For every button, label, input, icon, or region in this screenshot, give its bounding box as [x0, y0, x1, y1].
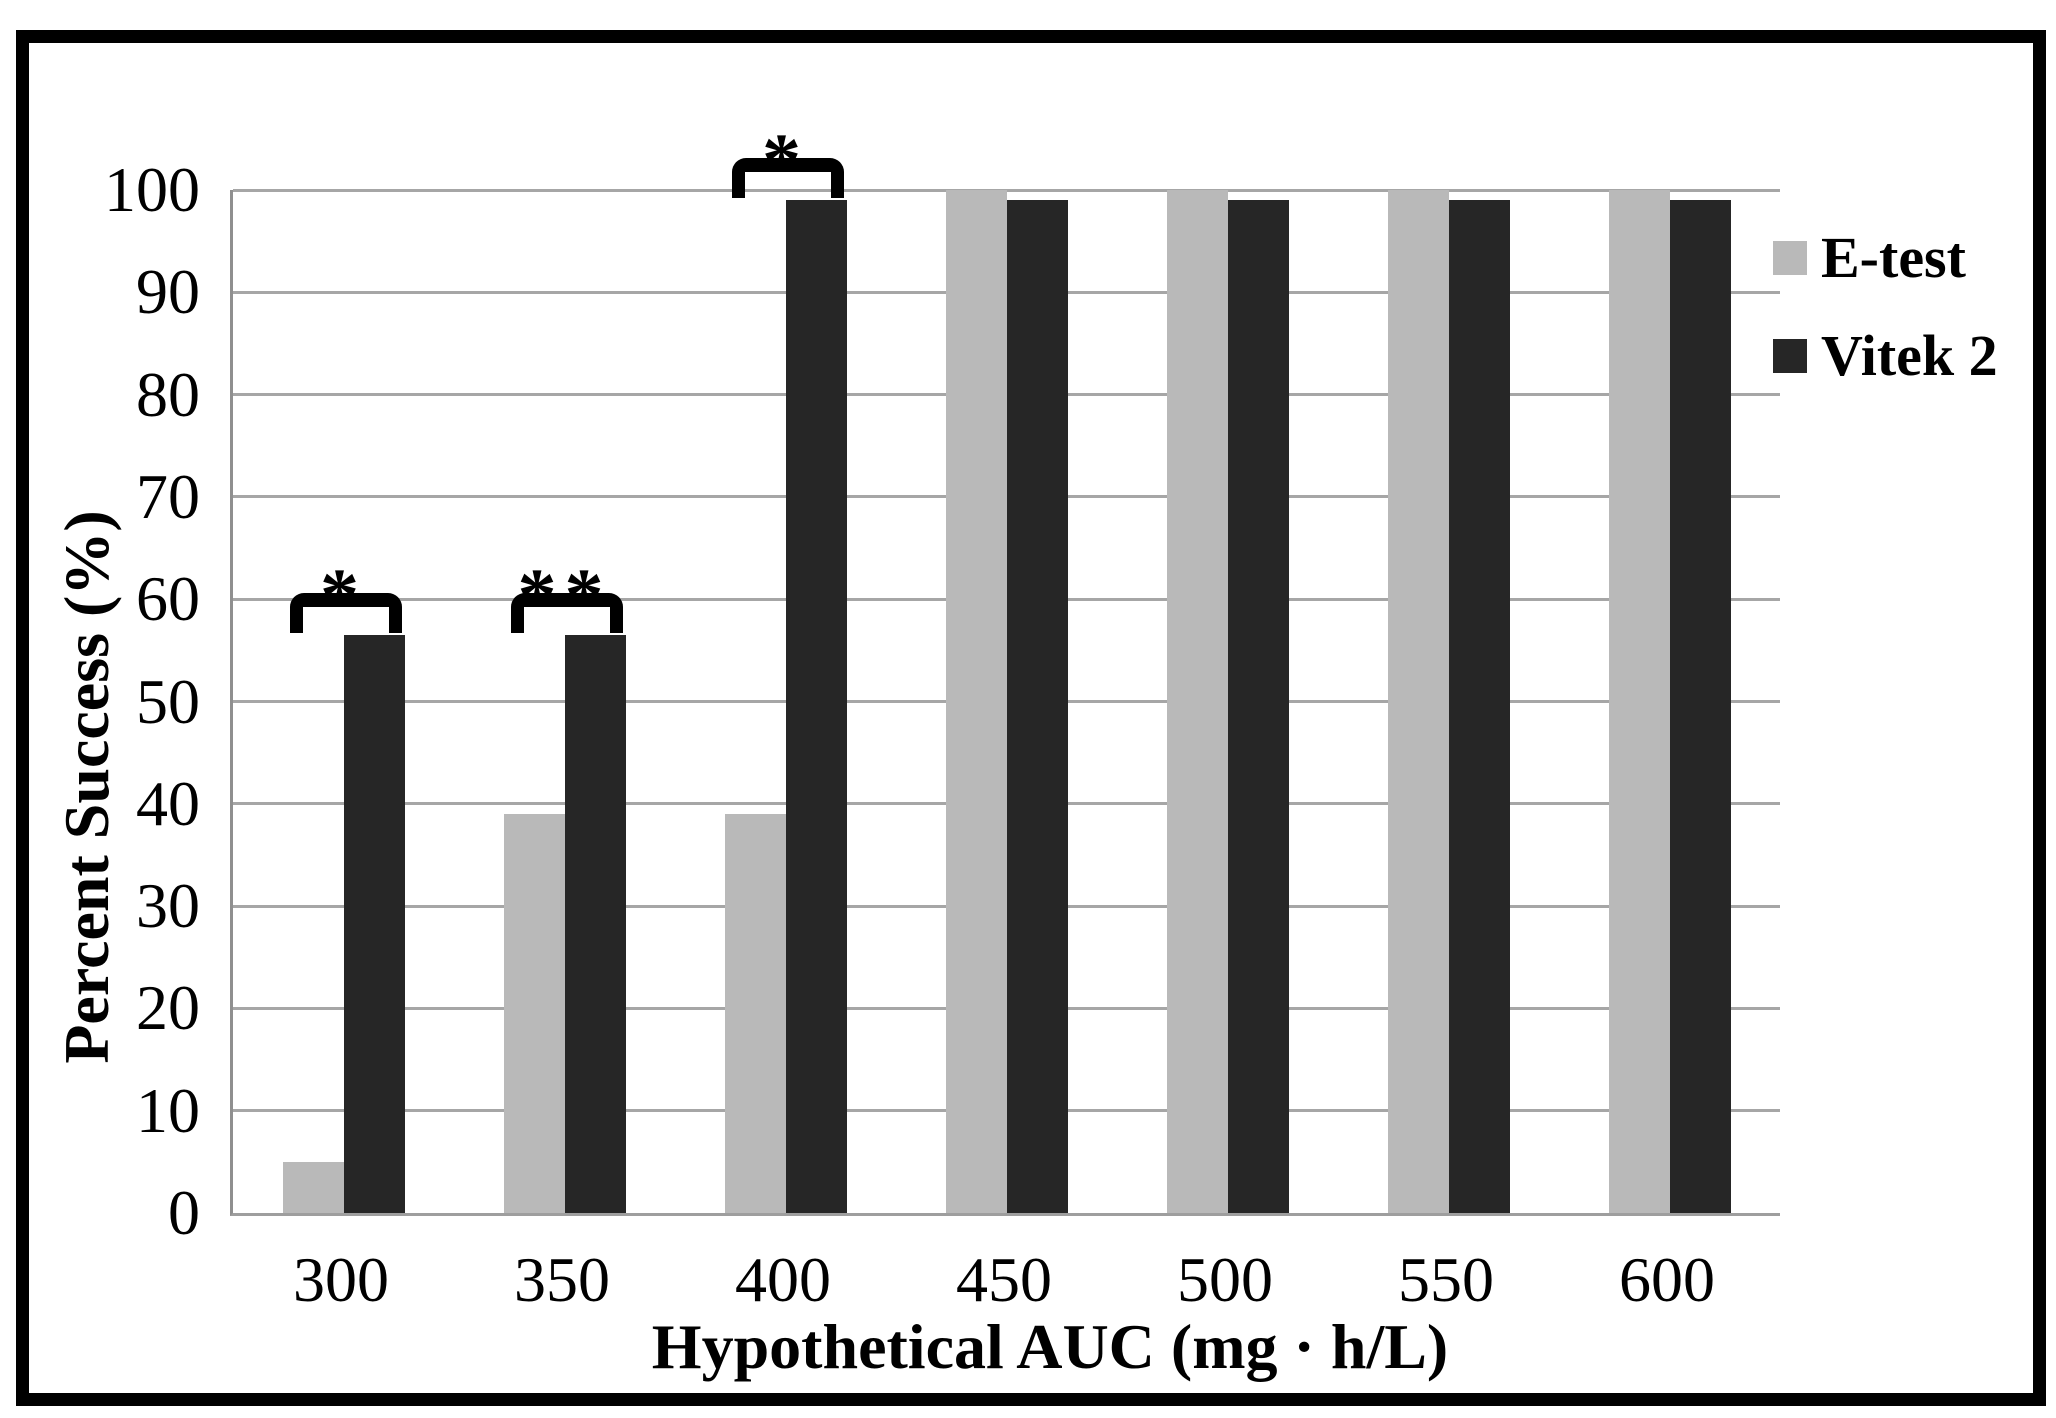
x-tick-label: 500: [1177, 1244, 1273, 1315]
x-axis-title: Hypothetical AUC (mg · h/L): [651, 1311, 1449, 1382]
y-tick-label: 80: [136, 358, 200, 430]
y-tick-label: 90: [136, 256, 200, 328]
legend: E-test Vitek 2: [1773, 222, 1998, 418]
x-tick-label: 550: [1398, 1244, 1494, 1315]
bar-vitek-2-350: [564, 635, 626, 1213]
significance-bracket-350: [510, 593, 623, 634]
bar-e-test-400: [724, 814, 786, 1213]
plot-area: * ** *: [230, 122, 1780, 1216]
legend-swatch-e-test: [1773, 241, 1807, 275]
y-tick-label: 50: [136, 665, 200, 737]
bar-e-test-600: [1608, 190, 1670, 1213]
y-tick-label: 10: [136, 1074, 200, 1146]
x-tick-label: 600: [1619, 1244, 1715, 1315]
x-tick-label: 450: [956, 1244, 1052, 1315]
legend-label-vitek-2: Vitek 2: [1821, 323, 1998, 388]
bar-vitek-2-600: [1669, 200, 1731, 1213]
legend-swatch-vitek-2: [1773, 339, 1807, 373]
bar-vitek-2-300: [343, 635, 405, 1213]
significance-bracket-300: [289, 593, 402, 634]
gridline-100: [233, 188, 1780, 192]
y-tick-label: 20: [136, 972, 200, 1044]
legend-item-e-test: E-test: [1773, 222, 1998, 294]
y-tick-label: 30: [136, 870, 200, 942]
significance-label-350: **: [517, 552, 612, 640]
significance-label-400: *: [762, 117, 809, 205]
legend-item-vitek-2: Vitek 2: [1773, 320, 1998, 392]
legend-label-e-test: E-test: [1821, 225, 1966, 290]
x-tick-label: 300: [293, 1244, 389, 1315]
bar-e-test-350: [503, 814, 565, 1213]
y-tick-label: 40: [136, 767, 200, 839]
bar-e-test-300: [282, 1161, 344, 1213]
bar-vitek-2-500: [1227, 200, 1289, 1213]
bar-e-test-450: [945, 190, 1007, 1213]
significance-bracket-400: [731, 158, 844, 199]
x-tick-label: 350: [514, 1244, 610, 1315]
significance-label-300: *: [320, 552, 367, 640]
y-tick-label: 60: [136, 563, 200, 635]
bar-e-test-550: [1387, 190, 1449, 1213]
bar-vitek-2-400: [785, 200, 847, 1213]
x-tick-label: 400: [735, 1244, 831, 1315]
y-tick-label: 0: [168, 1177, 200, 1248]
y-tick-label: 70: [136, 460, 200, 532]
y-tick-label: 100: [104, 154, 200, 225]
bar-vitek-2-550: [1448, 200, 1510, 1213]
bar-vitek-2-450: [1006, 200, 1068, 1213]
bar-e-test-500: [1166, 190, 1228, 1213]
